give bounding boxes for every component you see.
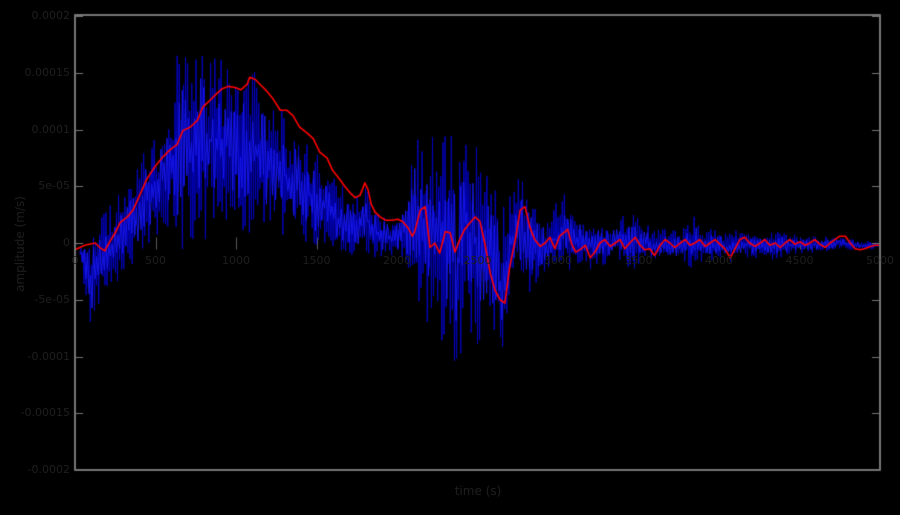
x-tick-label: 3000: [544, 254, 572, 267]
y-tick-label: -0.0002: [27, 463, 70, 476]
x-tick-label: 4000: [705, 254, 733, 267]
y-tick-label: -5e-05: [34, 292, 70, 306]
x-tick-label: 3500: [624, 254, 653, 267]
y-tick-label: -0.00015: [20, 406, 70, 420]
x-axis-title: time (s): [454, 484, 502, 498]
x-tick-label: 5000: [866, 254, 894, 267]
y-tick-label: 0.00015: [24, 65, 71, 79]
x-tick-label: 0: [71, 254, 79, 267]
y-tick-label: -0.0001: [27, 349, 70, 363]
y-tick-label: 0.0001: [31, 122, 71, 136]
y-tick-label: 0.0002: [31, 9, 71, 22]
y-axis-title: amplitude (m/s): [13, 196, 27, 292]
x-tick-label: 2500: [463, 254, 492, 267]
x-tick-label: 500: [145, 254, 166, 267]
x-tick-label: 4500: [785, 254, 814, 267]
y-tick-label: 5e-05: [38, 179, 70, 193]
x-tick-label: 1500: [302, 254, 331, 267]
y-tick-label: 0: [63, 236, 70, 249]
x-tick-label: 2000: [383, 254, 411, 267]
x-tick-label: 1000: [222, 254, 250, 267]
